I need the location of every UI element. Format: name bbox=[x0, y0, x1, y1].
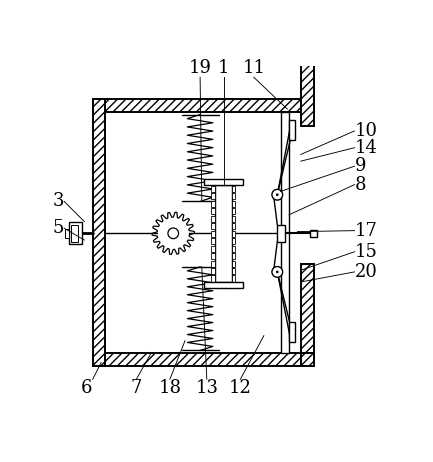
Bar bbox=[310, 230, 317, 237]
Bar bbox=[232, 245, 236, 252]
Bar bbox=[211, 216, 215, 222]
Bar bbox=[232, 216, 236, 222]
Bar bbox=[281, 112, 289, 353]
Text: 13: 13 bbox=[195, 379, 218, 397]
Bar bbox=[232, 208, 236, 214]
Text: 3: 3 bbox=[53, 193, 64, 210]
Text: 17: 17 bbox=[355, 222, 377, 240]
Text: 18: 18 bbox=[158, 379, 181, 397]
Text: 14: 14 bbox=[355, 139, 377, 157]
Bar bbox=[93, 99, 106, 366]
Text: 1: 1 bbox=[218, 59, 229, 77]
Circle shape bbox=[168, 228, 178, 239]
Bar bbox=[232, 201, 236, 207]
Bar bbox=[232, 186, 236, 192]
Bar bbox=[232, 223, 236, 229]
Bar bbox=[232, 268, 236, 274]
Text: 15: 15 bbox=[355, 243, 377, 261]
Bar bbox=[204, 282, 243, 288]
Bar bbox=[211, 186, 215, 192]
Text: 5: 5 bbox=[53, 219, 64, 237]
Bar bbox=[211, 261, 215, 267]
Bar bbox=[301, 99, 314, 112]
Bar bbox=[211, 193, 215, 199]
Circle shape bbox=[272, 189, 283, 200]
Bar bbox=[204, 179, 243, 185]
Bar bbox=[232, 253, 236, 259]
Text: 10: 10 bbox=[355, 122, 378, 140]
Bar bbox=[211, 275, 215, 282]
Bar bbox=[211, 223, 215, 229]
Bar bbox=[65, 229, 69, 237]
Bar bbox=[69, 222, 82, 244]
Text: 20: 20 bbox=[355, 263, 377, 281]
Bar bbox=[93, 99, 314, 112]
Bar bbox=[301, 264, 314, 353]
Text: 9: 9 bbox=[355, 157, 366, 175]
Text: 7: 7 bbox=[131, 379, 142, 397]
Circle shape bbox=[276, 271, 278, 273]
Bar bbox=[211, 238, 215, 244]
Text: 19: 19 bbox=[189, 59, 212, 77]
Bar bbox=[93, 353, 314, 366]
Text: 8: 8 bbox=[355, 176, 366, 194]
Circle shape bbox=[276, 194, 278, 196]
Bar bbox=[211, 201, 215, 207]
Bar bbox=[301, 37, 314, 126]
Bar bbox=[232, 275, 236, 282]
Bar bbox=[211, 208, 215, 214]
Bar bbox=[211, 253, 215, 259]
Circle shape bbox=[272, 267, 283, 277]
Text: 6: 6 bbox=[81, 379, 93, 397]
Bar bbox=[301, 353, 314, 366]
Bar bbox=[232, 261, 236, 267]
Bar bbox=[211, 268, 215, 274]
Bar bbox=[277, 225, 284, 242]
Bar bbox=[215, 185, 232, 282]
Text: 11: 11 bbox=[242, 59, 265, 77]
Bar bbox=[106, 112, 301, 353]
Bar bbox=[232, 193, 236, 199]
Bar bbox=[232, 231, 236, 237]
Text: 12: 12 bbox=[229, 379, 252, 397]
Bar bbox=[71, 225, 78, 242]
Bar bbox=[289, 120, 295, 140]
Bar bbox=[289, 322, 295, 342]
Bar bbox=[211, 245, 215, 252]
Bar bbox=[211, 231, 215, 237]
Bar bbox=[232, 238, 236, 244]
